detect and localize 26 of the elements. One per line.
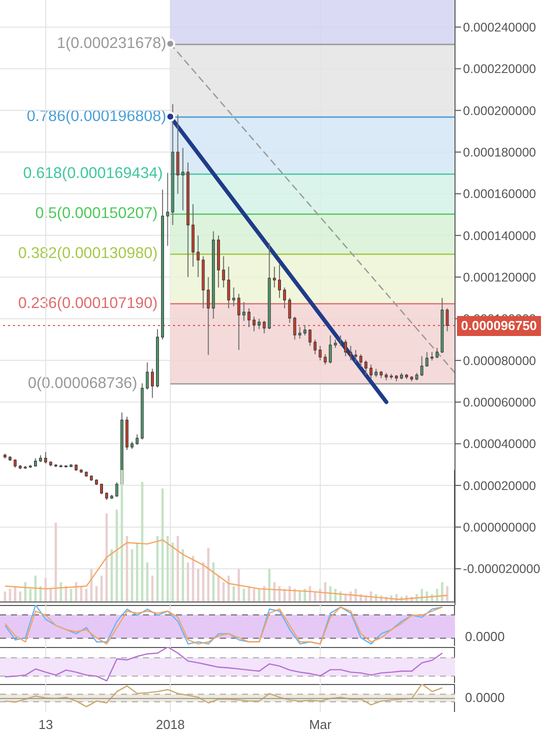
y-tick-label: 0.000160000 <box>463 187 536 202</box>
y-tick-label: 0.000080000 <box>463 354 536 368</box>
ref-line-label: 1(0.000231678) <box>56 34 166 54</box>
x-tick-label: Mar <box>309 717 332 732</box>
x-tick-label: 13 <box>38 717 53 732</box>
y-tick-label: -0.000020000 <box>463 562 540 576</box>
ref-line-label: 0.382(0.000130980) <box>18 244 158 264</box>
ref-line-label: 0.000096750 <box>457 316 541 336</box>
y-tick-label: 0.000060000 <box>463 396 536 410</box>
ref-line-label: 0.236(0.000107190) <box>18 294 158 314</box>
text: 0.0000 <box>465 689 505 707</box>
y-tick-label: 0.000220000 <box>463 62 536 76</box>
ref-line-label: 0(0.000068736) <box>28 374 138 394</box>
y-tick-label: 0.000020000 <box>463 478 536 493</box>
y-tick-label: 0.000040000 <box>463 437 536 452</box>
y-tick-label: 0.000240000 <box>463 20 536 35</box>
y-tick-label: 0.000180000 <box>463 146 536 160</box>
text: 0.0000 <box>465 628 505 646</box>
ref-line-label: 0.5(0.000150207) <box>35 204 158 224</box>
ref-line-label: 0.618(0.000169434) <box>23 164 163 184</box>
ref-line-label: 0.786(0.000196808) <box>26 107 166 128</box>
x-tick-label: 2018 <box>156 717 185 732</box>
y-tick-label: 0.000000000 <box>463 520 536 535</box>
y-tick-label: 0.000120000 <box>463 270 536 285</box>
y-tick-label: 0.000140000 <box>463 228 536 243</box>
y-tick-label: 0.000200000 <box>463 104 536 118</box>
